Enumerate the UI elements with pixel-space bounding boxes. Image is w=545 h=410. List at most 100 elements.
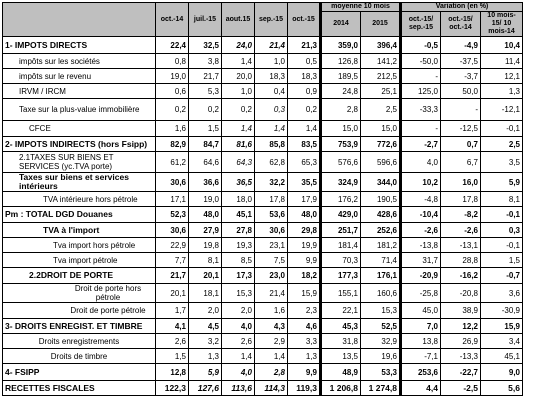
value-cell: 251,7	[319, 222, 361, 238]
value-cell: 20,1	[155, 283, 189, 303]
value-cell: 596,6	[360, 151, 401, 173]
value-cell: 64,6	[188, 151, 222, 173]
value-cell: 27,9	[188, 222, 222, 238]
value-cell: 2,6	[155, 333, 189, 349]
value-cell: 17,8	[440, 191, 481, 207]
value-cell: -13,3	[440, 348, 481, 364]
table-row: impôts sur le revenu 19,0 21,7 20,0 18,3 18,3…	[2, 68, 523, 84]
value-cell: 12,2	[440, 318, 481, 334]
table-row: impôts sur les sociétés 0,8 3,8 1,4 1,0 0,5 12…	[2, 53, 523, 69]
value-cell: 17,9	[287, 191, 321, 207]
row-label: impôts sur les sociétés	[2, 53, 156, 69]
value-cell: -0,1	[480, 237, 523, 253]
table-row: 2- IMPOTS INDIRECTS (hors Fsipp) 82,9 84,7…	[2, 136, 523, 152]
value-cell: 4,6	[287, 318, 321, 334]
table-row: Taxe sur la plus-value immobilière 0,2 0,2…	[2, 98, 523, 121]
value-cell: -13,8	[399, 237, 441, 253]
value-cell: 65,3	[287, 151, 321, 173]
value-cell: 189,5	[319, 68, 361, 84]
value-cell: 0,6	[155, 83, 189, 99]
avg-year-header: 2015	[360, 11, 401, 37]
row-label: Pm : TOTAL DGD Douanes	[2, 206, 156, 223]
value-cell: 3,6	[480, 283, 523, 303]
value-cell: 10,4	[480, 36, 523, 54]
value-cell: 1,5	[480, 252, 523, 268]
table-row: 3- DROITS ENREGIST. ET TIMBRE 4,1 4,5 4,0 4,…	[2, 318, 523, 334]
value-cell: -	[399, 120, 441, 137]
value-cell: 344,0	[360, 172, 401, 192]
value-cell: 48,0	[188, 206, 222, 223]
value-cell: 5,6	[480, 380, 523, 396]
row-label: TVA à l'import	[2, 222, 156, 238]
value-cell: 9,9	[287, 363, 321, 381]
value-cell: 155,1	[319, 283, 361, 303]
value-cell: -50,0	[399, 53, 441, 69]
value-cell: 1,3	[480, 83, 523, 99]
value-cell: 5,9	[480, 172, 523, 192]
value-cell: 36,5	[221, 172, 255, 192]
value-cell: 1,5	[155, 348, 189, 364]
value-cell: 23,1	[254, 237, 288, 253]
value-cell: 253,6	[399, 363, 441, 381]
value-cell: 5,3	[188, 83, 222, 99]
value-cell: -20,9	[399, 267, 441, 284]
value-cell: 324,9	[319, 172, 361, 192]
value-cell: 12,1	[480, 68, 523, 84]
table-row: TVA à l'import 30,6 27,9 27,8 30,6 29,8 251,7 2…	[2, 222, 523, 238]
value-cell: -7,1	[399, 348, 441, 364]
value-cell: 181,2	[360, 237, 401, 253]
value-cell: -30,9	[480, 302, 523, 319]
value-cell: 772,6	[360, 136, 401, 152]
value-cell: -	[399, 68, 441, 84]
value-cell: -16,2	[440, 267, 481, 284]
row-label: Taxe sur la plus-value immobilière	[2, 98, 156, 121]
value-cell: 84,7	[188, 136, 222, 152]
value-cell: 29,8	[287, 222, 321, 238]
table-row: Taxes sur biens et services intérieurs 30…	[2, 172, 523, 192]
value-cell: 0,3	[480, 222, 523, 238]
table-row: 1- IMPOTS DIRECTS 22,4 32,5 24,0 21,4 21,3 359…	[2, 36, 523, 54]
value-cell: 1,6	[155, 120, 189, 137]
table-row: 2.1TAXES SUR BIENS ET SERVICES (yc.TVA p…	[2, 151, 523, 173]
value-cell: 4,1	[155, 318, 189, 334]
value-cell: -2,6	[399, 222, 441, 238]
value-cell: 81,6	[221, 136, 255, 152]
value-cell: 20,0	[221, 68, 255, 84]
value-cell: 2,6	[221, 333, 255, 349]
row-label: Droits enregistrements	[2, 333, 156, 349]
value-cell: 38,9	[440, 302, 481, 319]
row-label: Droit de porte hors pétrole	[2, 283, 156, 303]
value-cell: -0,1	[480, 120, 523, 137]
table-row: Pm : TOTAL DGD Douanes 52,3 48,0 45,1 53,6 48…	[2, 206, 523, 223]
value-cell: 26,9	[440, 333, 481, 349]
value-cell: 32,9	[360, 333, 401, 349]
value-cell: 0,5	[287, 53, 321, 69]
value-cell: 15,3	[221, 283, 255, 303]
value-cell: 30,6	[155, 222, 189, 238]
value-cell: 176,1	[360, 267, 401, 284]
value-cell: 31,7	[399, 252, 441, 268]
value-cell: 22,9	[155, 237, 189, 253]
value-cell: 1,0	[254, 53, 288, 69]
value-cell: 4,4	[399, 380, 441, 396]
row-label: Tva import hors pétrole	[2, 237, 156, 253]
value-cell: 18,1	[188, 283, 222, 303]
value-cell: 1,4	[221, 348, 255, 364]
row-label: 1- IMPOTS DIRECTS	[2, 36, 156, 54]
value-cell: 31,8	[319, 333, 361, 349]
value-cell: 2,9	[254, 333, 288, 349]
value-cell: 48,9	[319, 363, 361, 381]
value-cell: 22,1	[319, 302, 361, 319]
value-cell: 21,4	[254, 36, 288, 54]
value-cell: -8,2	[440, 206, 481, 223]
value-cell: 2,0	[221, 302, 255, 319]
value-cell: 3,2	[188, 333, 222, 349]
value-cell: 61,2	[155, 151, 189, 173]
value-cell: -13,1	[440, 237, 481, 253]
table-row: 4- FSIPP 12,8 5,9 4,0 2,8 9,9 48,9 53,3 253,6 -22…	[2, 363, 523, 381]
value-cell: 359,0	[319, 36, 361, 54]
value-cell: 4,0	[221, 363, 255, 381]
table-row: Tva import hors pétrole 22,9 19,8 19,3 23,1 1…	[2, 237, 523, 253]
value-cell: -	[440, 98, 481, 121]
table-row: Droit de porte hors pétrole 20,1 18,1 15,3 2…	[2, 283, 523, 303]
